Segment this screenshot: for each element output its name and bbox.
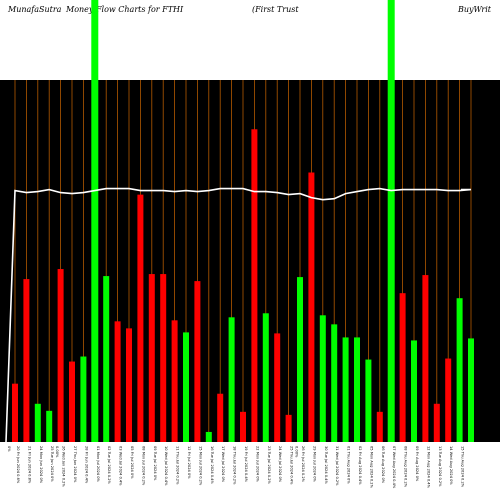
x-tick-label: 27 Thu Jun 2024 0% xyxy=(73,446,77,483)
money-flow-bar xyxy=(80,356,87,442)
money-flow-bar xyxy=(331,324,338,442)
money-flow-bar xyxy=(160,274,167,442)
x-tick-label: 09 Tue Jul 2024 0% xyxy=(153,446,157,481)
x-tick-label: 24 Wed Jul 2024 0% xyxy=(278,446,282,483)
x-tick-label: 21 Fri Jun 2024 0.8% xyxy=(27,446,31,484)
x-tick-label: 24 Mon Jun 2024 0% xyxy=(39,446,43,484)
money-flow-bar xyxy=(57,269,64,442)
x-tick-label: 11 Thu Jul 2024 0.2% xyxy=(176,446,180,485)
money-flow-bar xyxy=(194,281,201,442)
money-flow-bars xyxy=(12,0,474,442)
money-flow-bar xyxy=(12,383,18,442)
x-tick-label: 26 Fri Jul 2024 0.2% xyxy=(301,446,305,483)
money-flow-bar xyxy=(126,328,132,442)
x-tick-label: 31 Wed Jul 2024 0.2% xyxy=(335,446,339,486)
x-tick-label: 02 Fri Aug 2024 0.4% xyxy=(358,446,362,485)
money-flow-bar xyxy=(262,313,269,442)
x-tick-label: 23 Tue Jul 2024 0.2% xyxy=(267,446,271,484)
x-tick-label: 05 Mon Aug 2024 0.2% xyxy=(369,446,373,489)
volume-spike-bar xyxy=(387,0,395,442)
money-flow-bar xyxy=(285,414,292,442)
x-tick-label: 22 Mon Jul 2024 0% xyxy=(255,446,259,482)
x-tick-label: 01 Mon Jul 2024 0% xyxy=(96,446,100,482)
money-flow-bar xyxy=(240,411,246,442)
x-tick-label: 08 Mon Jul 2024 0.2% xyxy=(141,446,145,486)
money-flow-bar xyxy=(468,338,474,442)
money-flow-bar xyxy=(183,332,189,442)
chart-title-company: (First Trust xyxy=(252,5,299,14)
money-flow-bar xyxy=(456,298,463,442)
money-flow-bar xyxy=(148,274,155,442)
money-flow-bar xyxy=(297,277,303,442)
money-flow-bar xyxy=(69,361,75,442)
x-tick-label: 03 Wed Jul 2024 0.4% xyxy=(119,446,123,486)
x-tick-label: 01 Thu Aug 2024 0% xyxy=(347,446,351,484)
x-tick-label: 08 Thu Aug 2024 0.2% xyxy=(404,446,408,488)
money-flow-bar xyxy=(137,194,144,442)
money-flow-bar xyxy=(251,129,258,442)
x-tick-label: 15 Thu Aug 2024 0.2% xyxy=(461,446,465,488)
money-flow-bar xyxy=(274,333,281,442)
x-extra-label: 0.00% xyxy=(294,446,298,458)
money-flow-bar xyxy=(422,275,429,442)
x-tick-label: 12 Mon Aug 2024 0.4% xyxy=(426,446,430,489)
money-flow-bar xyxy=(433,403,440,442)
chart-title: Money Flow Charts for FTHI xyxy=(65,5,184,14)
x-tick-label: 18 Thu Jul 2024 0.2% xyxy=(233,446,237,485)
site-name: MunafaSutra xyxy=(7,5,62,14)
money-flow-bar xyxy=(308,172,315,442)
money-flow-bar xyxy=(365,359,372,442)
volume-spike-bar xyxy=(91,0,99,442)
money-flow-bar xyxy=(445,358,452,442)
money-flow-bar xyxy=(376,411,383,442)
money-flow-bar xyxy=(411,340,417,442)
x-axis-labels: 0% 20 Fri Jun 2024 0.6% 21 Fri Jun 2024 0.… xyxy=(7,446,465,489)
x-extra-label: 0.00% xyxy=(55,446,59,458)
x-tick-label: 07 Wed Aug 2024 0.4% xyxy=(392,446,396,489)
x-tick-label: 30 Tue Jul 2024 0.4% xyxy=(324,446,328,484)
money-flow-bar xyxy=(171,320,178,442)
price-polyline xyxy=(5,187,472,443)
x-tick-label: 26 Wed Jun 2024 0.2% xyxy=(62,446,66,487)
x-tick-label: 25 Thu Jul 2024 0.4% xyxy=(290,446,294,485)
price-line xyxy=(5,187,472,443)
x-tick-label: 13 Tue Aug 2024 0.2% xyxy=(438,446,442,487)
money-flow-bar xyxy=(217,393,224,442)
chart-title-fund: BuyWrit xyxy=(457,5,492,14)
money-flow-bar xyxy=(23,279,30,442)
x-tick-label: 12 Fri Jul 2024 0% xyxy=(187,446,191,479)
x-tick-label: 15 Mon Jul 2024 0.2% xyxy=(198,446,202,486)
money-flow-bar xyxy=(319,315,326,442)
x-tick-label: 05 Fri Jul 2024 0% xyxy=(130,446,134,479)
money-flow-bar xyxy=(228,317,235,442)
money-flow-bar xyxy=(399,293,406,442)
x-tick-label: 20 Fri Jun 2024 0.6% xyxy=(16,446,20,484)
money-flow-bar xyxy=(354,337,360,442)
x-tick-label: 17 Wed Jul 2024 0% xyxy=(221,446,225,483)
x-tick-label: 19 Fri Jul 2024 0.4% xyxy=(244,446,248,483)
x-tick-label: 14 Wed Aug 2024 0% xyxy=(449,446,453,485)
x-tick-label: 10 Wed Jul 2024 0.4% xyxy=(164,446,168,486)
x-tick-label: 09 Fri Aug 2024 0% xyxy=(415,446,419,482)
x-tick-label: 02 Tue Jul 2024 0.2% xyxy=(107,446,111,484)
money-flow-bar xyxy=(114,321,121,442)
x-tick-label: 29 Mon Jul 2024 0% xyxy=(312,446,316,482)
money-flow-bar xyxy=(205,431,212,442)
x-tick-label: 06 Tue Aug 2024 0% xyxy=(381,446,385,484)
x-tick-label: 28 Fri Jun 2024 0.4% xyxy=(84,446,88,484)
x-tick-label: 16 Tue Jul 2024 0.4% xyxy=(210,446,214,484)
x-tick-label: 0% xyxy=(7,446,11,452)
money-flow-bar xyxy=(342,337,349,442)
x-tick-label: 25 Tue Jun 2024 0% xyxy=(50,446,54,482)
money-flow-bar xyxy=(34,403,41,442)
money-flow-bar xyxy=(103,276,110,442)
money-flow-bar xyxy=(46,410,53,442)
